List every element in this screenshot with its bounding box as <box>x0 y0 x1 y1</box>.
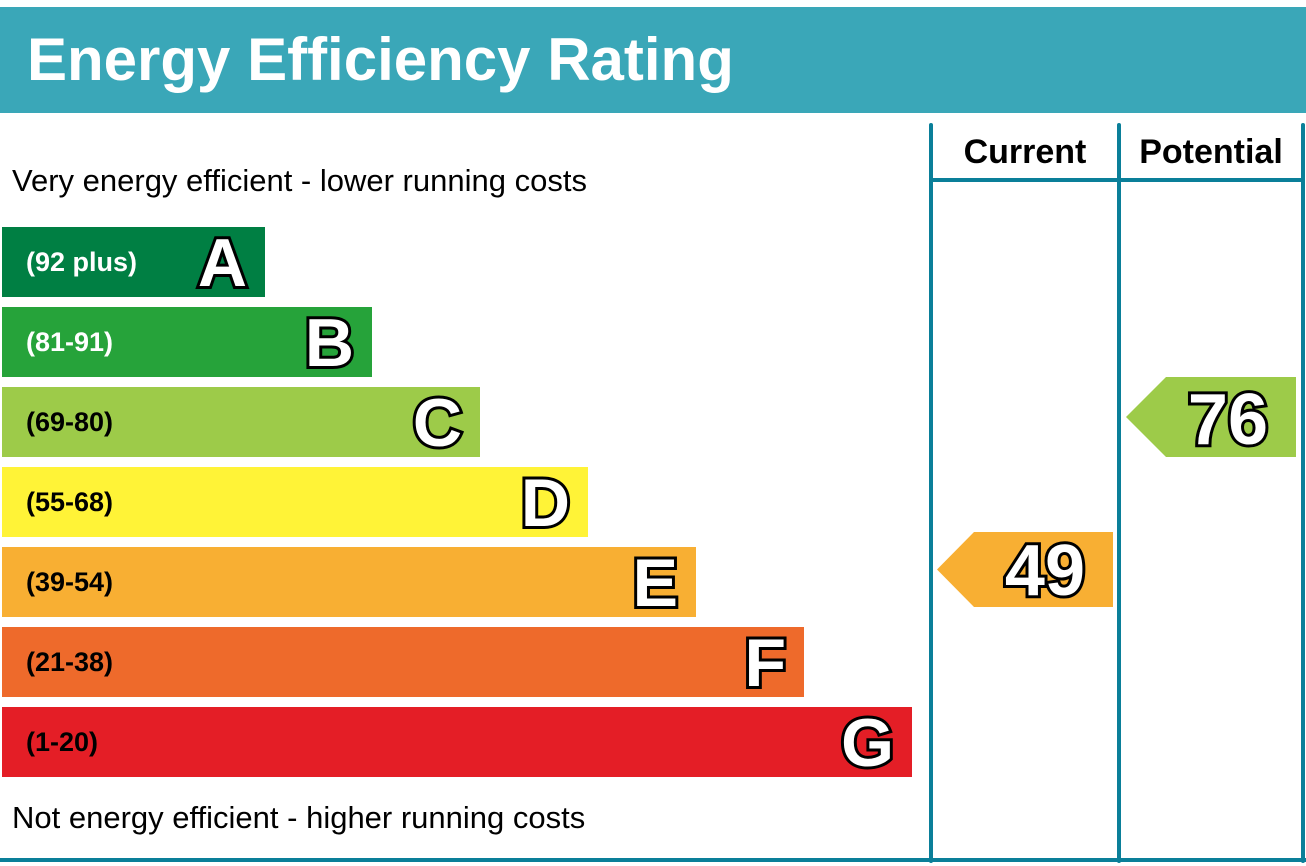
current-rating-value: 49 <box>1002 529 1088 613</box>
band-range: (81-91) <box>26 327 114 357</box>
header-divider <box>929 178 1305 182</box>
band-bar-e: (39-54) E <box>2 544 696 622</box>
band-range: (69-80) <box>26 407 114 437</box>
band-letter: C <box>410 384 465 462</box>
band-letter: G <box>838 704 897 782</box>
divider-right <box>1301 123 1305 863</box>
band-letter: E <box>630 544 681 622</box>
current-rating-arrow: 49 <box>937 529 1113 613</box>
band-letter: B <box>302 304 357 382</box>
chart-title: Energy Efficiency Rating <box>27 26 734 93</box>
band-range: (92 plus) <box>26 247 138 277</box>
band-bar-g: (1-20) G <box>2 704 912 782</box>
band-letter: F <box>741 624 788 702</box>
potential-rating-value: 76 <box>1185 377 1271 463</box>
column-header-potential: Potential <box>1139 133 1283 171</box>
current-arrow-shape <box>937 532 1113 607</box>
band-bar-f: (21-38) F <box>2 624 804 702</box>
band-letter: A <box>195 224 250 302</box>
band-range: (1-20) <box>26 727 99 757</box>
potential-arrow-shape <box>1126 377 1296 457</box>
top-caption: Very energy efficient - lower running co… <box>12 163 587 198</box>
band-bar-d: (55-68) D <box>2 464 588 542</box>
band-range: (55-68) <box>26 487 114 517</box>
title-banner: Energy Efficiency Rating <box>0 7 1306 113</box>
band-range: (21-38) <box>26 647 114 677</box>
divider-middle <box>1117 123 1121 863</box>
band-range: (39-54) <box>26 567 114 597</box>
bottom-caption: Not energy efficient - higher running co… <box>12 800 586 835</box>
column-header-current: Current <box>963 133 1087 171</box>
band-letter: D <box>518 464 573 542</box>
band-bar-b: (81-91) B <box>2 304 372 382</box>
band-bar-c: (69-80) C <box>2 384 480 462</box>
bottom-border <box>0 858 1306 862</box>
potential-rating-arrow: 76 <box>1126 377 1296 463</box>
divider-left <box>929 123 933 863</box>
band-bar-a: (92 plus) A <box>2 224 265 302</box>
